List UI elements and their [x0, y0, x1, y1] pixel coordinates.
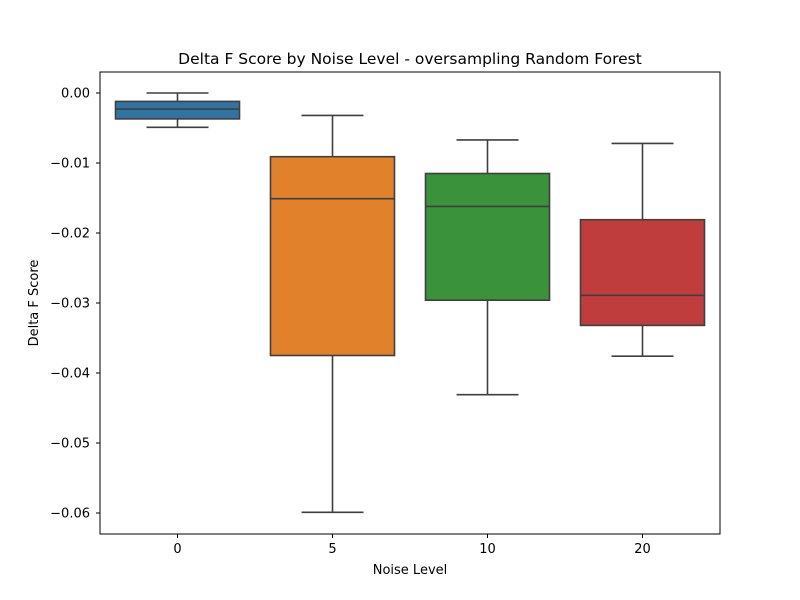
x-axis: 0 5 10 20 [173, 534, 651, 557]
y-tick-label: −0.06 [50, 507, 90, 522]
box-body [579, 218, 706, 327]
plot-area [114, 92, 706, 514]
y-axis: 0.00 −0.01 −0.02 −0.03 −0.04 −0.05 −0.06 [50, 87, 100, 522]
box-20 [579, 142, 706, 358]
box-0 [114, 92, 241, 129]
y-tick-label: −0.02 [50, 227, 90, 242]
box-5 [269, 114, 396, 514]
y-tick-label: 0.00 [61, 87, 90, 102]
x-tick-label: 10 [479, 542, 496, 557]
y-tick-label: −0.05 [50, 437, 90, 452]
y-tick-label: −0.03 [50, 297, 90, 312]
chart-title: Delta F Score by Noise Level - oversampl… [178, 50, 642, 68]
x-axis-label: Noise Level [373, 563, 448, 578]
y-tick-label: −0.01 [50, 157, 90, 172]
x-tick-label: 5 [328, 542, 336, 557]
box-body [269, 155, 396, 357]
y-axis-label: Delta F Score [27, 260, 42, 347]
box-10 [424, 139, 551, 396]
y-tick-label: −0.04 [50, 367, 90, 382]
x-tick-label: 20 [634, 542, 651, 557]
x-tick-label: 0 [173, 542, 181, 557]
box-body [424, 172, 551, 301]
box-body [114, 100, 241, 120]
